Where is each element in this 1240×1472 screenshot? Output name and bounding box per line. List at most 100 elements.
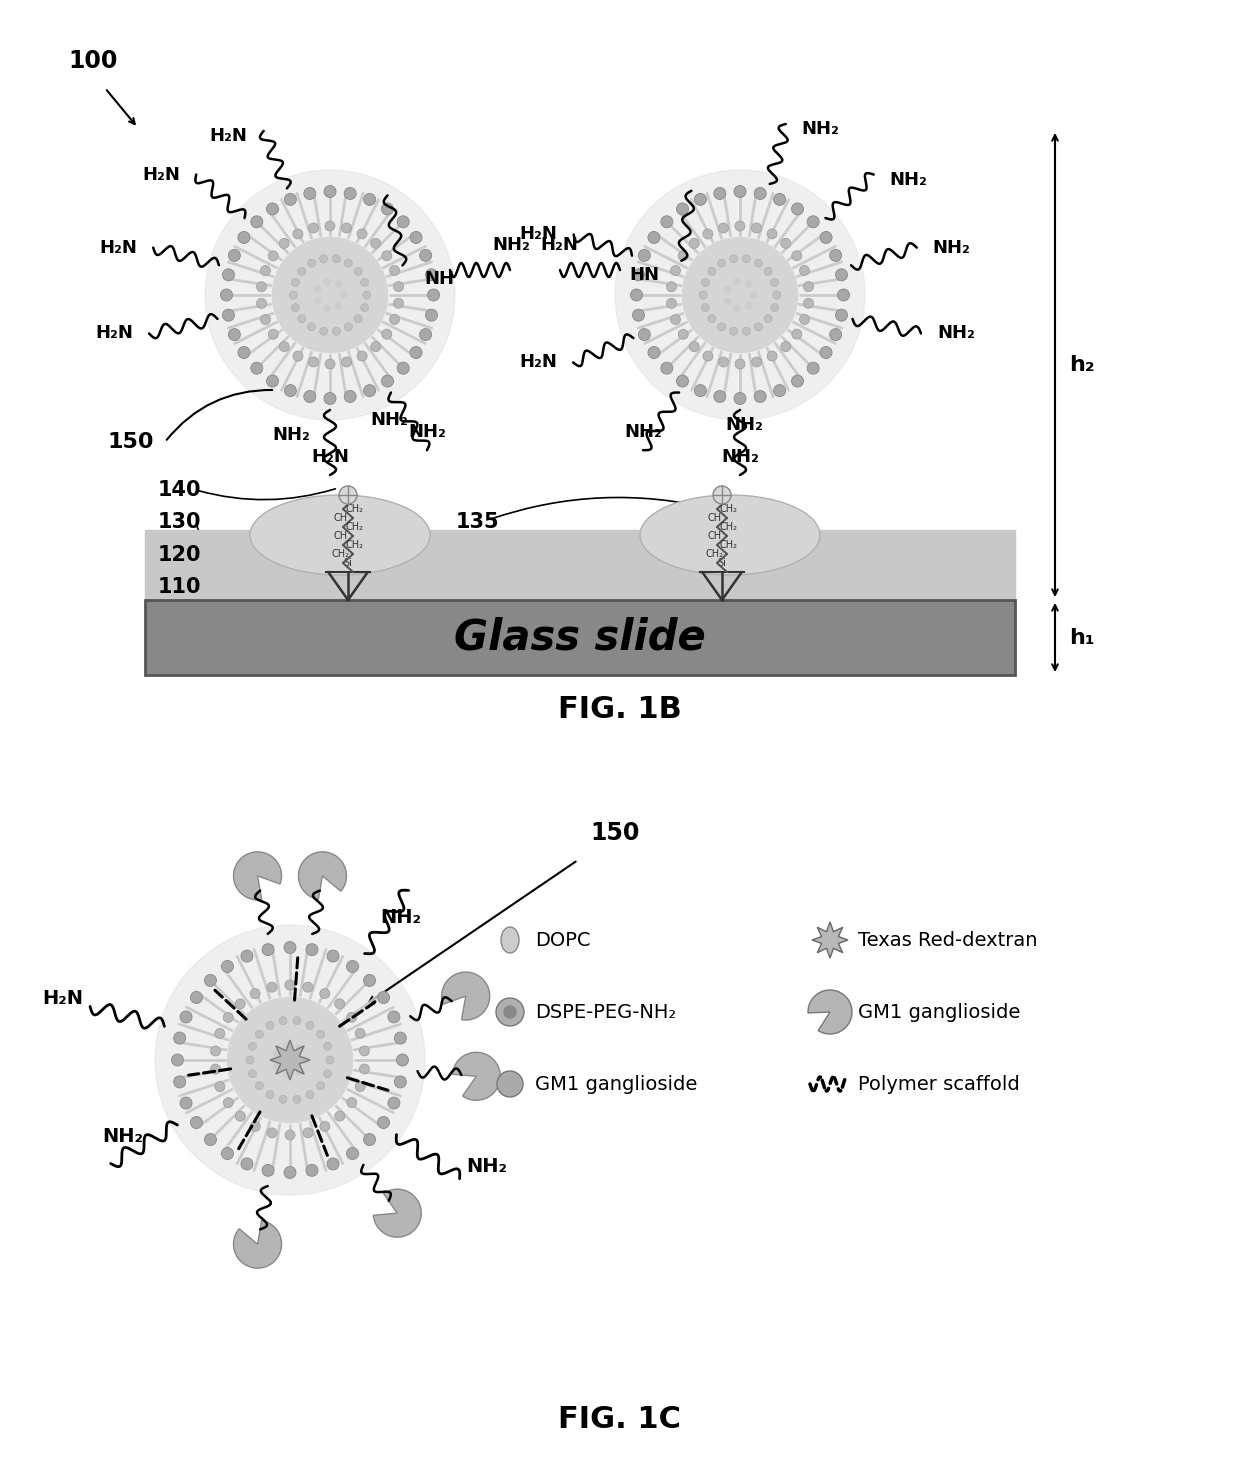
Text: DSPE-PEG-NH₂: DSPE-PEG-NH₂ <box>534 1002 676 1022</box>
Circle shape <box>632 309 645 321</box>
Text: NH₂: NH₂ <box>802 121 839 138</box>
Circle shape <box>708 315 715 322</box>
Circle shape <box>315 286 321 291</box>
Circle shape <box>792 250 802 261</box>
Circle shape <box>257 299 267 308</box>
Circle shape <box>734 306 740 312</box>
Circle shape <box>397 1054 408 1066</box>
Text: 150: 150 <box>590 821 640 845</box>
Circle shape <box>363 291 371 299</box>
Circle shape <box>382 330 392 339</box>
Circle shape <box>267 1022 274 1029</box>
Circle shape <box>371 342 381 352</box>
Circle shape <box>279 1017 286 1025</box>
Text: NH₂: NH₂ <box>408 422 446 442</box>
Wedge shape <box>453 1052 500 1100</box>
Ellipse shape <box>640 495 820 576</box>
Circle shape <box>306 1091 314 1098</box>
Text: GM1 ganglioside: GM1 ganglioside <box>534 1075 697 1094</box>
Circle shape <box>260 265 270 275</box>
Circle shape <box>361 303 368 312</box>
Text: CH₂: CH₂ <box>720 540 738 551</box>
Circle shape <box>750 291 756 297</box>
Circle shape <box>335 999 345 1008</box>
Circle shape <box>320 255 327 263</box>
Circle shape <box>267 1091 274 1098</box>
Text: h₁: h₁ <box>1069 627 1095 648</box>
Circle shape <box>155 924 425 1195</box>
Circle shape <box>346 1148 358 1160</box>
Circle shape <box>836 309 847 321</box>
Text: H₂N: H₂N <box>520 225 558 243</box>
Circle shape <box>751 222 761 233</box>
Circle shape <box>174 1076 186 1088</box>
Circle shape <box>394 1076 407 1088</box>
Circle shape <box>262 944 274 955</box>
Circle shape <box>768 350 777 361</box>
Text: NH₂: NH₂ <box>381 908 422 927</box>
Circle shape <box>296 1069 303 1075</box>
Circle shape <box>694 384 707 396</box>
Circle shape <box>724 286 730 291</box>
Circle shape <box>324 185 336 197</box>
Circle shape <box>238 231 250 243</box>
Circle shape <box>503 1005 516 1019</box>
Circle shape <box>248 1070 257 1078</box>
Circle shape <box>639 328 650 340</box>
Circle shape <box>279 1095 286 1104</box>
Text: H₂N: H₂N <box>42 989 83 1008</box>
Circle shape <box>284 193 296 206</box>
Text: NH₂: NH₂ <box>102 1128 144 1147</box>
Text: H₂N: H₂N <box>143 165 180 184</box>
Circle shape <box>336 303 341 309</box>
Circle shape <box>389 265 399 275</box>
Circle shape <box>285 1130 295 1139</box>
Circle shape <box>360 1047 370 1055</box>
Circle shape <box>215 1029 224 1038</box>
Circle shape <box>279 238 289 249</box>
Circle shape <box>325 221 335 231</box>
Wedge shape <box>441 972 490 1020</box>
Circle shape <box>222 309 234 321</box>
Text: CH: CH <box>334 531 348 542</box>
Circle shape <box>649 346 660 359</box>
Circle shape <box>792 330 802 339</box>
Circle shape <box>205 169 455 420</box>
Circle shape <box>768 228 777 238</box>
Circle shape <box>284 1042 290 1048</box>
Circle shape <box>734 185 746 197</box>
Circle shape <box>800 315 810 324</box>
Circle shape <box>361 278 368 287</box>
Circle shape <box>770 303 779 312</box>
Text: 135: 135 <box>456 512 500 531</box>
Text: NH₂: NH₂ <box>272 425 310 445</box>
Wedge shape <box>808 991 852 1033</box>
Circle shape <box>428 289 439 300</box>
Circle shape <box>770 278 779 287</box>
Circle shape <box>304 187 316 200</box>
Circle shape <box>274 1063 279 1070</box>
Text: CH₂: CH₂ <box>332 549 350 559</box>
Circle shape <box>497 1072 523 1097</box>
Circle shape <box>298 268 306 275</box>
Circle shape <box>791 375 804 387</box>
Circle shape <box>689 238 699 249</box>
Wedge shape <box>373 1189 422 1236</box>
Circle shape <box>316 1030 325 1038</box>
Circle shape <box>393 299 403 308</box>
Circle shape <box>615 169 866 420</box>
Circle shape <box>377 992 389 1004</box>
Text: Si: Si <box>718 558 727 568</box>
Circle shape <box>268 330 278 339</box>
Circle shape <box>205 974 217 986</box>
Circle shape <box>729 255 738 263</box>
Circle shape <box>180 1097 192 1108</box>
Circle shape <box>293 1095 301 1104</box>
Circle shape <box>781 342 791 352</box>
Circle shape <box>689 342 699 352</box>
Polygon shape <box>270 1041 310 1080</box>
Circle shape <box>250 1122 260 1132</box>
Circle shape <box>268 250 278 261</box>
Circle shape <box>734 278 740 284</box>
Circle shape <box>745 303 751 309</box>
